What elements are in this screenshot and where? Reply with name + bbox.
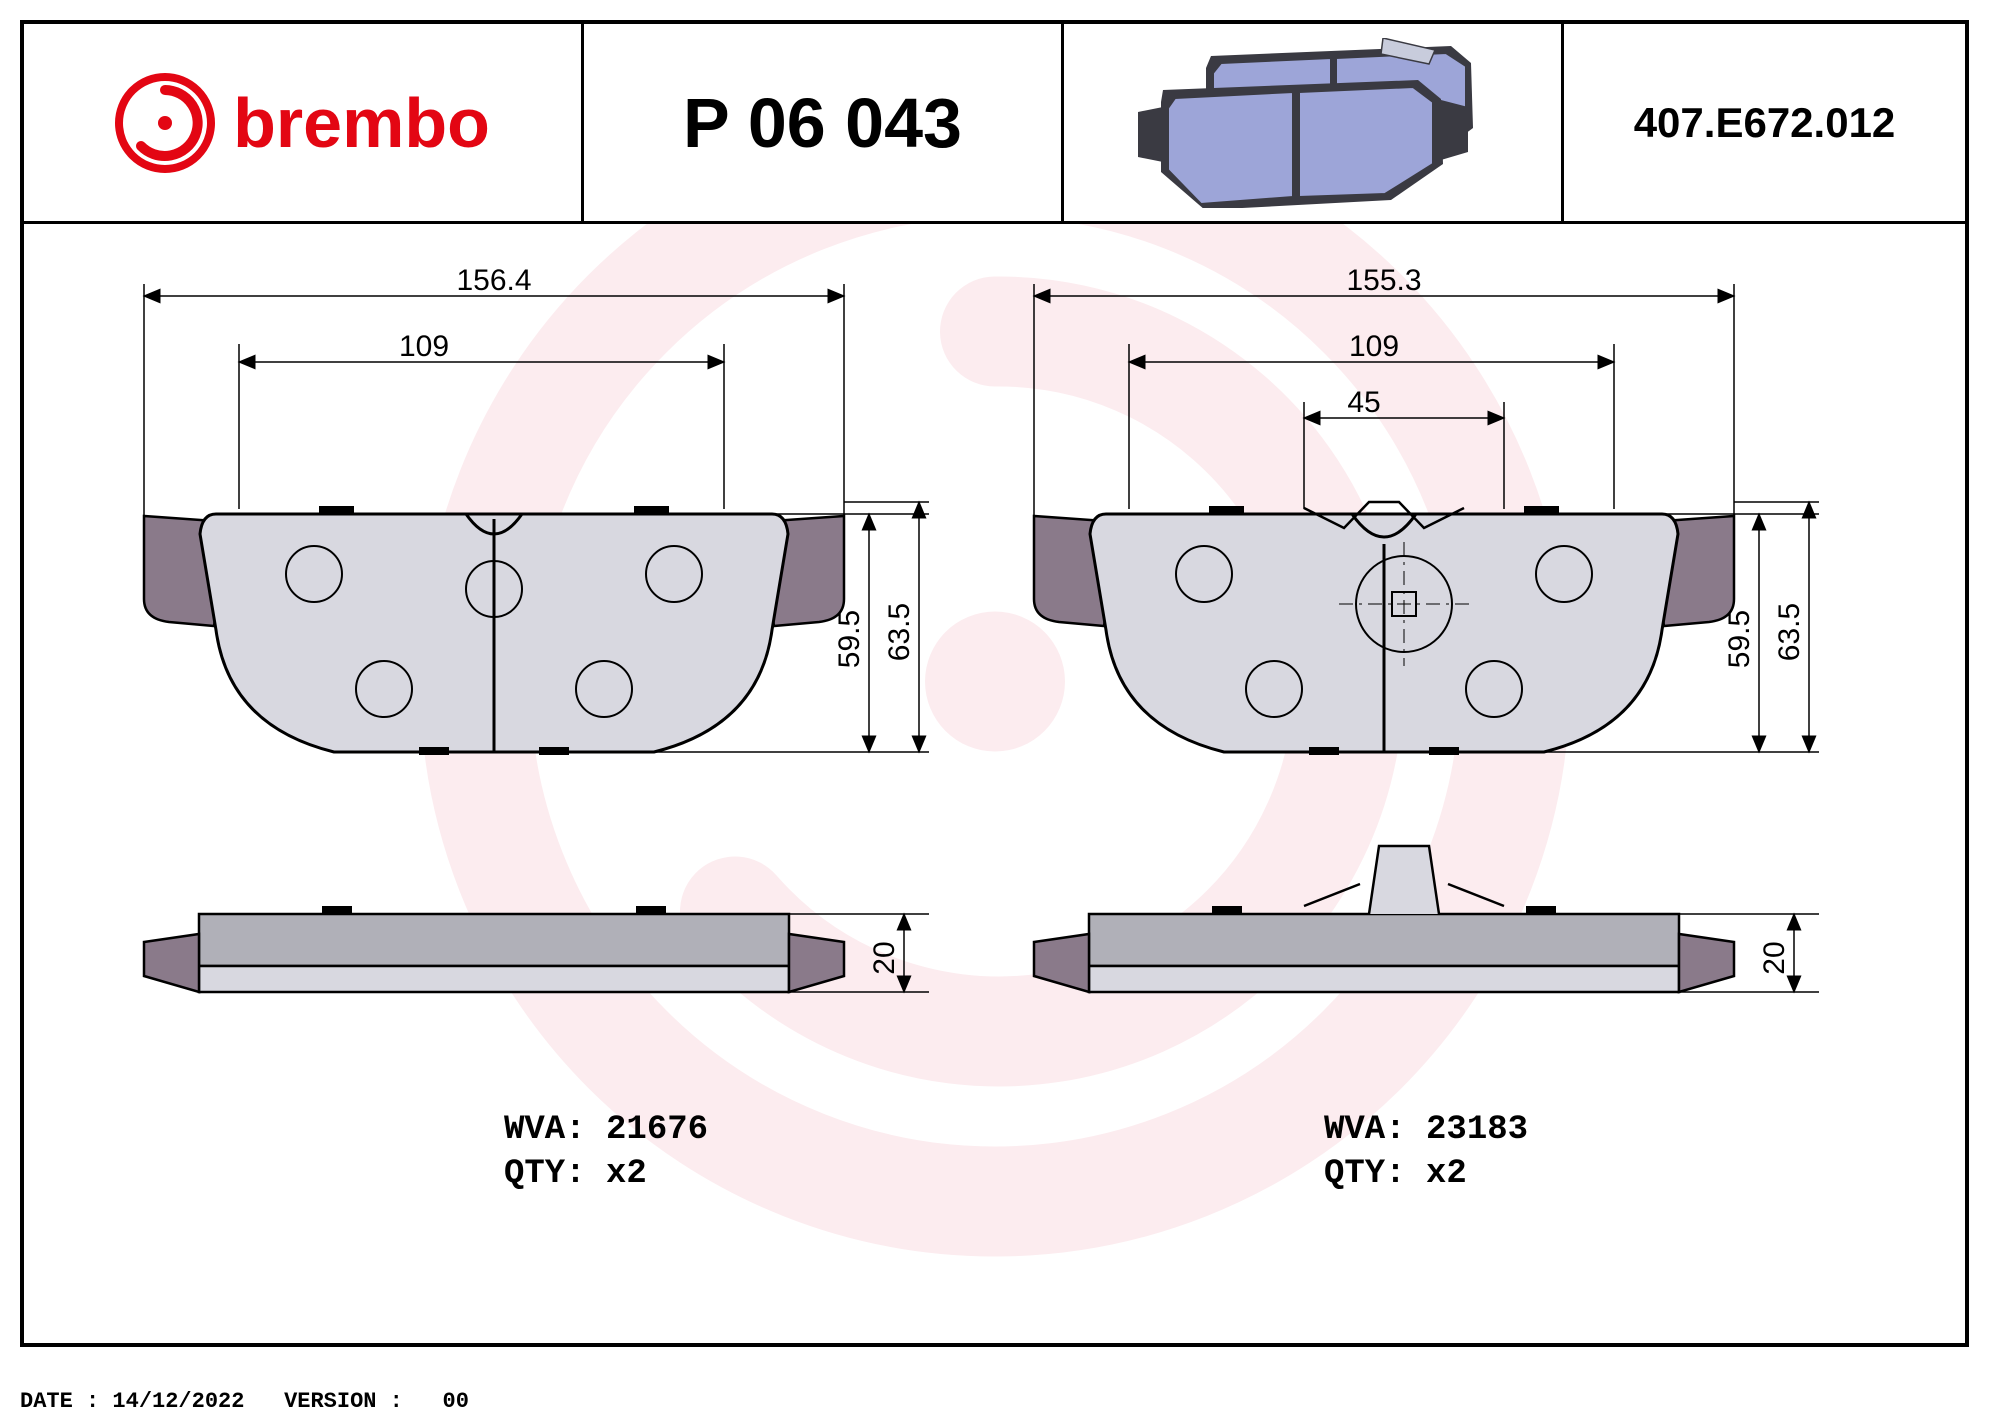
left-pad-front: 156.4 109 bbox=[144, 264, 929, 755]
left-pad-side: 20 bbox=[144, 906, 929, 992]
header-row: brembo P 06 043 bbox=[24, 24, 1965, 224]
dim-left-inner: 109 bbox=[399, 330, 449, 363]
wva-left: 21676 bbox=[606, 1111, 708, 1149]
dim-right-h-outer: 63.5 bbox=[1773, 603, 1806, 661]
wva-right: 23183 bbox=[1426, 1111, 1528, 1149]
brembo-icon bbox=[115, 73, 215, 173]
dim-right-h-inner: 59.5 bbox=[1723, 610, 1756, 668]
brembo-logo: brembo bbox=[115, 73, 490, 173]
footer-right: WVA: 23183 QTY: x2 bbox=[1324, 1108, 1528, 1196]
qty-label-left: QTY: bbox=[504, 1155, 586, 1193]
dim-left-h-outer: 63.5 bbox=[883, 603, 916, 661]
dim-right-clip: 45 bbox=[1347, 386, 1380, 419]
qty-label-right: QTY: bbox=[1324, 1155, 1406, 1193]
date-value: 14/12/2022 bbox=[112, 1389, 244, 1414]
dim-right-inner: 109 bbox=[1349, 330, 1399, 363]
meta-line: DATE : 14/12/2022 VERSION : 00 bbox=[20, 1389, 1969, 1414]
dim-left-h-inner: 59.5 bbox=[833, 610, 866, 668]
dim-left-thickness: 20 bbox=[868, 941, 901, 974]
footer-left: WVA: 21676 QTY: x2 bbox=[504, 1108, 708, 1196]
wva-label-left: WVA: bbox=[504, 1111, 586, 1149]
doc-number-cell: 407.E672.012 bbox=[1564, 24, 1965, 221]
qty-left: x2 bbox=[606, 1155, 647, 1193]
technical-drawing: 156.4 109 bbox=[24, 224, 1964, 1224]
dim-right-thickness: 20 bbox=[1758, 941, 1791, 974]
date-label: DATE : bbox=[20, 1389, 99, 1414]
part-number: P 06 043 bbox=[683, 83, 962, 163]
dim-right-total: 155.3 bbox=[1346, 264, 1421, 297]
product-thumbnail bbox=[1133, 38, 1493, 208]
product-thumbnail-cell bbox=[1064, 24, 1564, 221]
qty-right: x2 bbox=[1426, 1155, 1467, 1193]
logo-cell: brembo bbox=[24, 24, 584, 221]
drawing-sheet: brembo P 06 043 bbox=[20, 20, 1969, 1347]
dim-left-total: 156.4 bbox=[456, 264, 531, 297]
brand-name: brembo bbox=[233, 83, 490, 163]
version-label: VERSION : bbox=[284, 1389, 403, 1414]
version-value: 00 bbox=[443, 1389, 469, 1414]
wva-label-right: WVA: bbox=[1324, 1111, 1406, 1149]
right-pad-side: 20 bbox=[1034, 846, 1819, 992]
doc-number: 407.E672.012 bbox=[1634, 99, 1896, 147]
right-pad-front: 155.3 109 45 bbox=[1034, 264, 1819, 755]
part-number-cell: P 06 043 bbox=[584, 24, 1064, 221]
drawing-area: 156.4 109 bbox=[24, 224, 1965, 1224]
